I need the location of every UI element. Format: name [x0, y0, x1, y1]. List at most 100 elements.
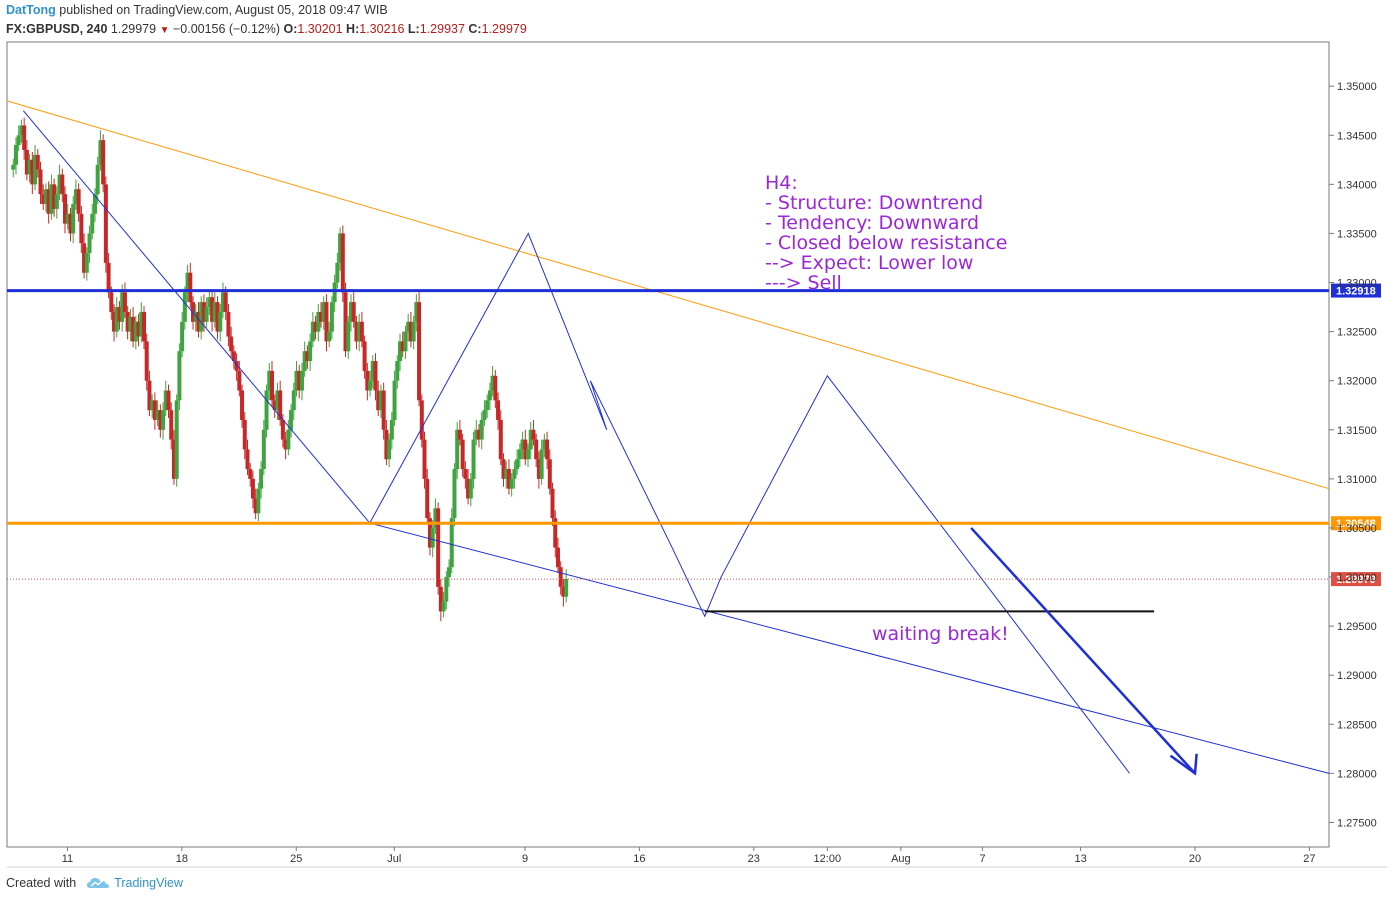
candle-body [291, 390, 296, 411]
candle-body [278, 390, 283, 420]
candle-body [79, 213, 84, 244]
candle-body [261, 429, 266, 470]
low-value: 1.29937 [419, 22, 465, 36]
candle-body [234, 361, 239, 371]
candle-body [269, 370, 274, 401]
candle-body [250, 478, 255, 499]
open-value: 1.30201 [297, 22, 343, 36]
candle-body [493, 375, 498, 401]
candle-body [112, 311, 117, 332]
candle-body [542, 439, 547, 450]
y-tick-label: 1.33000 [1337, 278, 1377, 290]
candle-body [463, 469, 468, 479]
candle-body [381, 390, 386, 430]
x-tick-label: Aug [891, 853, 911, 865]
candle-body [528, 429, 533, 450]
candle-body [237, 370, 242, 391]
candle-body [498, 419, 503, 460]
drawings [6, 100, 1330, 776]
y-tick-label: 1.27500 [1337, 817, 1377, 829]
close-label: C: [468, 22, 482, 36]
plot-frame [6, 41, 1387, 868]
candle-body [41, 194, 46, 204]
candle-body [169, 410, 174, 440]
candle-body [422, 439, 427, 479]
candle-body [231, 351, 236, 362]
candle-body [294, 370, 299, 391]
annotation-line: - Closed below resistance [765, 232, 1007, 254]
candle-body [240, 390, 245, 420]
candle-body [343, 292, 348, 352]
candle-body [354, 321, 359, 342]
candle-body [526, 449, 531, 460]
candle-body [490, 375, 495, 391]
candle-body [193, 311, 198, 322]
candle-body [302, 351, 307, 371]
time-axis[interactable]: 11 18 25 Jul 9 16 23 12:00 Aug 7 13 20 27 [62, 847, 1316, 865]
price-swing-pattern [22, 110, 1131, 774]
candle-body [223, 292, 228, 312]
candle-body [22, 125, 27, 150]
price-tag-label: 1.30548 [1336, 518, 1376, 530]
candle-body [95, 164, 100, 195]
candle-body [452, 469, 457, 519]
candle-body [43, 189, 48, 204]
candle-body [87, 233, 92, 254]
candle-body [485, 400, 490, 411]
tradingview-cloud-icon [87, 878, 110, 888]
sell-arrow-head [1169, 753, 1198, 776]
candle-body [103, 184, 108, 263]
candle-body [267, 370, 272, 391]
candle-body [218, 311, 223, 332]
candle-body [133, 321, 138, 342]
candle-body [207, 297, 212, 308]
price-tag-label: 1.32918 [1336, 286, 1376, 298]
price-tag [1331, 283, 1381, 298]
x-tick-label: 18 [176, 853, 188, 865]
candle-body [101, 140, 106, 185]
candle-body [346, 321, 351, 352]
candle-body [188, 272, 193, 303]
candle-body [384, 429, 389, 460]
candle-body [433, 508, 438, 528]
candle-body [487, 390, 492, 401]
candle-body [286, 429, 291, 450]
analysis-annotation: H4:- Structure: Downtrend- Tendency: Dow… [765, 172, 1009, 645]
candle-body [370, 361, 375, 381]
candle-body [468, 478, 473, 499]
high-label: H: [346, 22, 360, 36]
candle-body [144, 341, 149, 381]
candle-body [501, 459, 506, 479]
candle-body [348, 302, 353, 322]
y-tick-label: 1.30000 [1337, 572, 1377, 584]
price-axis[interactable]: 1.35000 1.34500 1.34000 1.33500 1.33000 1.325… [1329, 81, 1377, 829]
candle-body [289, 410, 294, 430]
candle-body [368, 380, 373, 391]
candle-body [152, 400, 157, 420]
candle-body [60, 174, 65, 195]
candle-body [523, 439, 528, 460]
candle-body [515, 459, 520, 470]
author-link[interactable]: DatTong [6, 3, 56, 17]
candle-body [24, 149, 29, 175]
candle-body [359, 321, 364, 342]
candle-body [201, 302, 206, 322]
x-tick-label: 16 [633, 853, 645, 865]
candle-body [210, 297, 215, 322]
descending-resistance-line [6, 100, 1330, 490]
candle-body [109, 292, 114, 312]
x-tick-label: 27 [1303, 853, 1315, 865]
candle-body [19, 125, 24, 136]
candle-body [430, 527, 435, 548]
candle-body [539, 449, 544, 479]
candle-body [444, 577, 449, 602]
candle-body [166, 390, 171, 411]
ohlc-legend: FX:GBPUSD, 240 1.29979 ▼ −0.00156 (−0.12… [6, 22, 527, 36]
candle-body [229, 336, 234, 352]
candle-body [455, 429, 460, 470]
candle-body [147, 380, 152, 411]
candle-body [335, 262, 340, 283]
footer: Created with TradingView [6, 876, 183, 890]
tradingview-link[interactable]: TradingView [114, 876, 183, 890]
